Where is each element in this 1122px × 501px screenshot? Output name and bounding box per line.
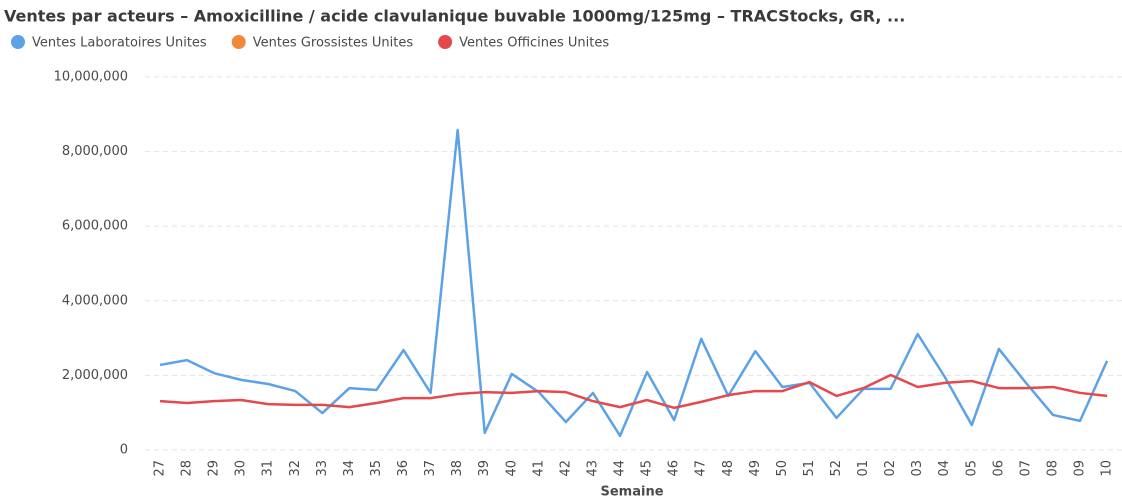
y-tick-label: 4,000,000	[62, 293, 128, 308]
x-tick-label: 35	[369, 460, 384, 477]
legend-marker	[438, 35, 453, 49]
y-tick-label: 10,000,000	[54, 70, 128, 85]
x-tick-label: 42	[558, 460, 573, 477]
x-tick-label: 31	[261, 460, 276, 477]
x-tick-label: 43	[585, 460, 600, 477]
x-tick-label: 27	[153, 460, 168, 477]
x-tick-label: 52	[829, 460, 844, 477]
x-tick-label: 28	[180, 460, 195, 477]
x-tick-label: 06	[991, 460, 1006, 477]
x-tick-label: 33	[315, 460, 330, 477]
x-tick-label: 07	[1018, 460, 1033, 477]
x-tick-label: 39	[477, 460, 492, 477]
x-tick-label: 48	[721, 460, 736, 477]
x-tick-label: 51	[802, 460, 817, 477]
y-tick-label: 6,000,000	[62, 219, 128, 234]
y-tick-label: 2,000,000	[62, 368, 128, 383]
x-tick-label: 32	[288, 460, 303, 477]
x-tick-label: 37	[423, 460, 438, 477]
legend-marker	[11, 35, 25, 49]
x-axis-label: Semaine	[600, 485, 663, 500]
y-tick-label: 8,000,000	[62, 144, 128, 159]
x-tick-label: 50	[775, 460, 790, 477]
x-tick-label: 03	[910, 460, 925, 477]
x-tick-label: 02	[883, 460, 898, 477]
legend-label: Ventes Laboratoires Unites	[32, 36, 207, 51]
x-tick-label: 09	[1073, 460, 1088, 477]
x-tick-label: 01	[856, 460, 871, 477]
x-tick-label: 44	[613, 460, 628, 477]
x-tick-label: 46	[667, 460, 682, 477]
legend-label: Ventes Grossistes Unites	[253, 36, 414, 51]
legend-marker	[231, 35, 246, 49]
x-tick-label: 38	[450, 460, 465, 477]
x-tick-label: 30	[234, 460, 249, 477]
x-tick-label: 10	[1100, 460, 1115, 477]
x-tick-label: 34	[342, 460, 357, 477]
x-tick-label: 29	[207, 460, 222, 477]
x-tick-label: 41	[531, 460, 546, 477]
x-tick-label: 36	[396, 460, 411, 477]
legend-label: Ventes Officines Unites	[459, 36, 609, 51]
series-line	[159, 373, 1108, 410]
x-tick-label: 08	[1045, 460, 1060, 477]
series-line	[159, 128, 1109, 438]
x-tick-label: 40	[504, 460, 519, 477]
y-tick-label: 0	[120, 443, 128, 458]
x-tick-label: 05	[964, 460, 979, 477]
chart-title: Ventes par acteurs – Amoxicilline / acid…	[4, 7, 905, 26]
x-tick-label: 45	[640, 460, 655, 477]
x-tick-label: 04	[937, 460, 952, 477]
x-tick-label: 47	[694, 460, 709, 477]
x-tick-label: 49	[748, 460, 763, 477]
